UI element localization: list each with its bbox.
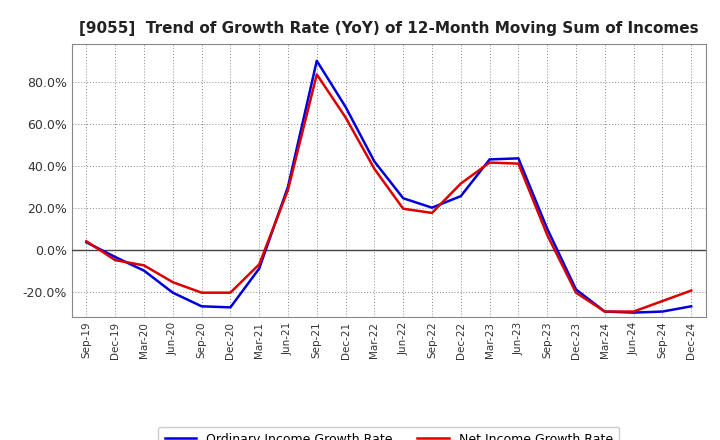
- Ordinary Income Growth Rate: [312, 58, 321, 63]
- Ordinary Income Growth Rate: [399, 196, 408, 201]
- Net Income Growth Rate: [428, 210, 436, 216]
- Net Income Growth Rate: [370, 166, 379, 172]
- Net Income Growth Rate: [341, 115, 350, 120]
- Net Income Growth Rate: [514, 161, 523, 166]
- Net Income Growth Rate: [197, 290, 206, 295]
- Title: [9055]  Trend of Growth Rate (YoY) of 12-Month Moving Sum of Incomes: [9055] Trend of Growth Rate (YoY) of 12-…: [79, 21, 698, 36]
- Ordinary Income Growth Rate: [428, 205, 436, 210]
- Ordinary Income Growth Rate: [197, 304, 206, 309]
- Line: Ordinary Income Growth Rate: Ordinary Income Growth Rate: [86, 61, 691, 312]
- Ordinary Income Growth Rate: [341, 104, 350, 110]
- Net Income Growth Rate: [255, 262, 264, 267]
- Net Income Growth Rate: [572, 290, 580, 295]
- Net Income Growth Rate: [485, 160, 494, 165]
- Net Income Growth Rate: [226, 290, 235, 295]
- Ordinary Income Growth Rate: [572, 287, 580, 292]
- Legend: Ordinary Income Growth Rate, Net Income Growth Rate: Ordinary Income Growth Rate, Net Income …: [158, 427, 619, 440]
- Ordinary Income Growth Rate: [485, 157, 494, 162]
- Net Income Growth Rate: [456, 181, 465, 186]
- Net Income Growth Rate: [687, 288, 696, 293]
- Net Income Growth Rate: [284, 187, 292, 192]
- Net Income Growth Rate: [658, 298, 667, 304]
- Net Income Growth Rate: [111, 257, 120, 263]
- Ordinary Income Growth Rate: [82, 240, 91, 245]
- Net Income Growth Rate: [600, 309, 609, 314]
- Net Income Growth Rate: [82, 238, 91, 244]
- Net Income Growth Rate: [140, 263, 148, 268]
- Ordinary Income Growth Rate: [658, 309, 667, 314]
- Ordinary Income Growth Rate: [284, 184, 292, 189]
- Ordinary Income Growth Rate: [168, 290, 177, 295]
- Net Income Growth Rate: [399, 206, 408, 211]
- Net Income Growth Rate: [629, 309, 638, 314]
- Ordinary Income Growth Rate: [226, 305, 235, 310]
- Net Income Growth Rate: [168, 279, 177, 285]
- Ordinary Income Growth Rate: [111, 254, 120, 260]
- Net Income Growth Rate: [543, 232, 552, 238]
- Net Income Growth Rate: [312, 72, 321, 77]
- Ordinary Income Growth Rate: [514, 156, 523, 161]
- Ordinary Income Growth Rate: [456, 194, 465, 199]
- Ordinary Income Growth Rate: [600, 309, 609, 314]
- Ordinary Income Growth Rate: [370, 159, 379, 164]
- Ordinary Income Growth Rate: [140, 268, 148, 273]
- Ordinary Income Growth Rate: [687, 304, 696, 309]
- Ordinary Income Growth Rate: [543, 226, 552, 231]
- Ordinary Income Growth Rate: [629, 310, 638, 315]
- Ordinary Income Growth Rate: [255, 266, 264, 271]
- Line: Net Income Growth Rate: Net Income Growth Rate: [86, 74, 691, 312]
